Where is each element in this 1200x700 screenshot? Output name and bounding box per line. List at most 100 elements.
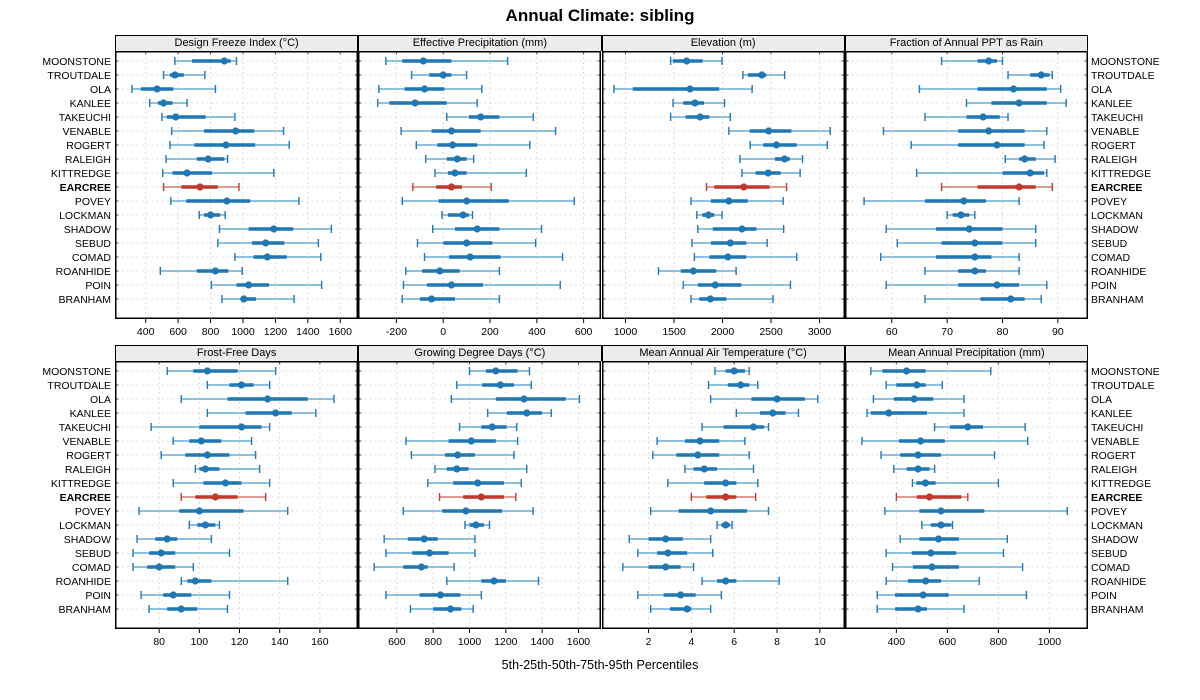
percentile-bar-rogert [160,451,257,459]
median-dot-branham [177,605,185,613]
median-dot-takeuchi [696,113,704,121]
panel-plot-frost-free-days: 80 100 120 140 160 [115,361,358,648]
percentile-bar-povey [649,507,769,515]
percentile-bar-takeuchi [924,113,1009,121]
station-label-left-comad-bottom: COMAD [71,561,111,574]
median-dot-comad [928,563,936,571]
median-dot-moonstone [682,57,690,65]
station-label-right-troutdale-bottom: TROUTDALE [1091,379,1155,392]
percentile-bar-roanhide [446,577,540,585]
x-tick-label: 80 [153,636,165,648]
median-dot-povey [937,507,945,515]
percentile-bar-kanlee [671,99,725,107]
median-dot-poin [437,591,445,599]
median-dot-takeuchi [749,423,757,431]
median-dot-earcree [925,493,933,501]
median-dot-earcree [1015,183,1023,191]
median-dot-venable [232,127,240,135]
median-dot-roanhide [191,577,199,585]
percentile-bar-comad [132,563,195,571]
percentile-bar-comad [234,253,322,261]
median-dot-takeuchi [488,423,497,431]
percentile-bar-kittredge [915,169,1048,177]
percentile-bar-venable [405,437,519,445]
median-dot-poin [919,591,927,599]
median-dot-lockman [472,521,480,529]
median-dot-kanlee [768,409,776,417]
station-label-right-rogert-top: ROGERT [1091,139,1136,152]
percentile-bar-kittredge [162,169,275,177]
percentile-bar-povey [170,197,300,205]
x-tick-label: 800 [989,636,1007,648]
percentile-bar-kittredge [427,479,523,487]
x-tick-label: 600 [388,636,406,648]
median-dot-ola [910,395,918,403]
percentile-bar-earcree [162,183,240,191]
percentile-bar-troutdale [707,381,758,389]
station-label-right-lockman-bottom: LOCKMAN [1091,519,1143,532]
x-tick-label: 1400 [531,636,555,648]
percentile-bar-shadow [136,535,213,543]
percentile-bar-rogert [910,141,1045,149]
percentile-bar-earcree [439,493,517,501]
median-dot-rogert [914,451,922,459]
percentile-bar-povey [689,197,784,205]
panel-plot-elevation-m: 1000 1500 2000 2500 3000 [601,51,845,338]
median-dot-poin [676,591,684,599]
median-dot-moonstone [492,367,500,375]
x-tick-label: 90 [1052,326,1064,338]
median-dot-comad [263,253,271,261]
station-label-right-raleigh-bottom: RALEIGH [1091,463,1138,476]
median-dot-lockman [459,211,467,219]
percentile-bar-takeuchi [669,113,731,121]
median-dot-moonstone [203,367,211,375]
percentile-bar-sebud [132,549,231,557]
x-tick-label: 2 [645,636,651,648]
percentile-bar-raleigh [434,465,528,473]
percentile-bar-povey [402,507,535,515]
percentile-bar-shadow [628,535,711,543]
percentile-bar-earcree [705,183,787,191]
x-tick-label: 160 [311,636,329,648]
percentile-bar-takeuchi [700,423,769,431]
median-dot-ola [772,395,781,403]
percentile-bar-sebud [217,239,320,247]
panel-mean-annual-precipitation-mm: Mean Annual Precipitation (mm) 400 600 800 1… [844,345,1088,651]
median-dot-venable [916,437,924,445]
median-dot-povey [463,197,471,205]
percentile-bar-sebud [636,549,713,557]
station-label-right-comad-bottom: COMAD [1091,561,1131,574]
median-dot-shadow [965,225,973,233]
median-dot-roanhide [921,577,930,585]
median-dot-shadow [270,225,278,233]
median-dot-raleigh [1020,155,1028,163]
percentile-bar-moonstone [174,57,238,65]
station-label-right-shadow-bottom: SHADOW [1091,533,1139,546]
x-tick-label: 80 [996,326,1008,338]
station-label-right-moonstone-top: MOONSTONE [1091,55,1160,68]
axis-caption: 5th-25th-50th-75th-95th Percentiles [501,658,699,672]
median-dot-rogert [993,141,1001,149]
percentile-bar-ola [709,395,818,403]
x-tick-label: 10 [814,636,826,648]
station-label-right-shadow-top: SHADOW [1091,223,1139,236]
x-tick-label: 100 [191,636,209,648]
percentile-bar-raleigh [425,155,475,163]
percentile-bar-branham [876,605,965,613]
station-label-left-earcree-bottom: EARCREE [59,491,111,504]
median-dot-kittredge [451,169,459,177]
x-tick-label: 600 [938,636,956,648]
percentile-bar-roanhide [159,267,243,275]
median-dot-ola [520,395,528,403]
median-dot-shadow [163,535,171,543]
station-label-right-kittredge-bottom: KITTREDGE [1091,477,1152,490]
median-dot-venable [984,127,992,135]
x-tick-label: -200 [386,326,407,338]
x-tick-label: 0 [441,326,447,338]
percentile-bar-poin [140,591,231,599]
median-dot-kanlee [884,409,893,417]
percentile-bar-rogert [410,451,515,459]
station-label-left-takeuchi-bottom: TAKEUCHI [58,421,111,434]
percentile-bar-troutdale [1007,71,1053,79]
percentile-bar-ola [180,395,335,403]
